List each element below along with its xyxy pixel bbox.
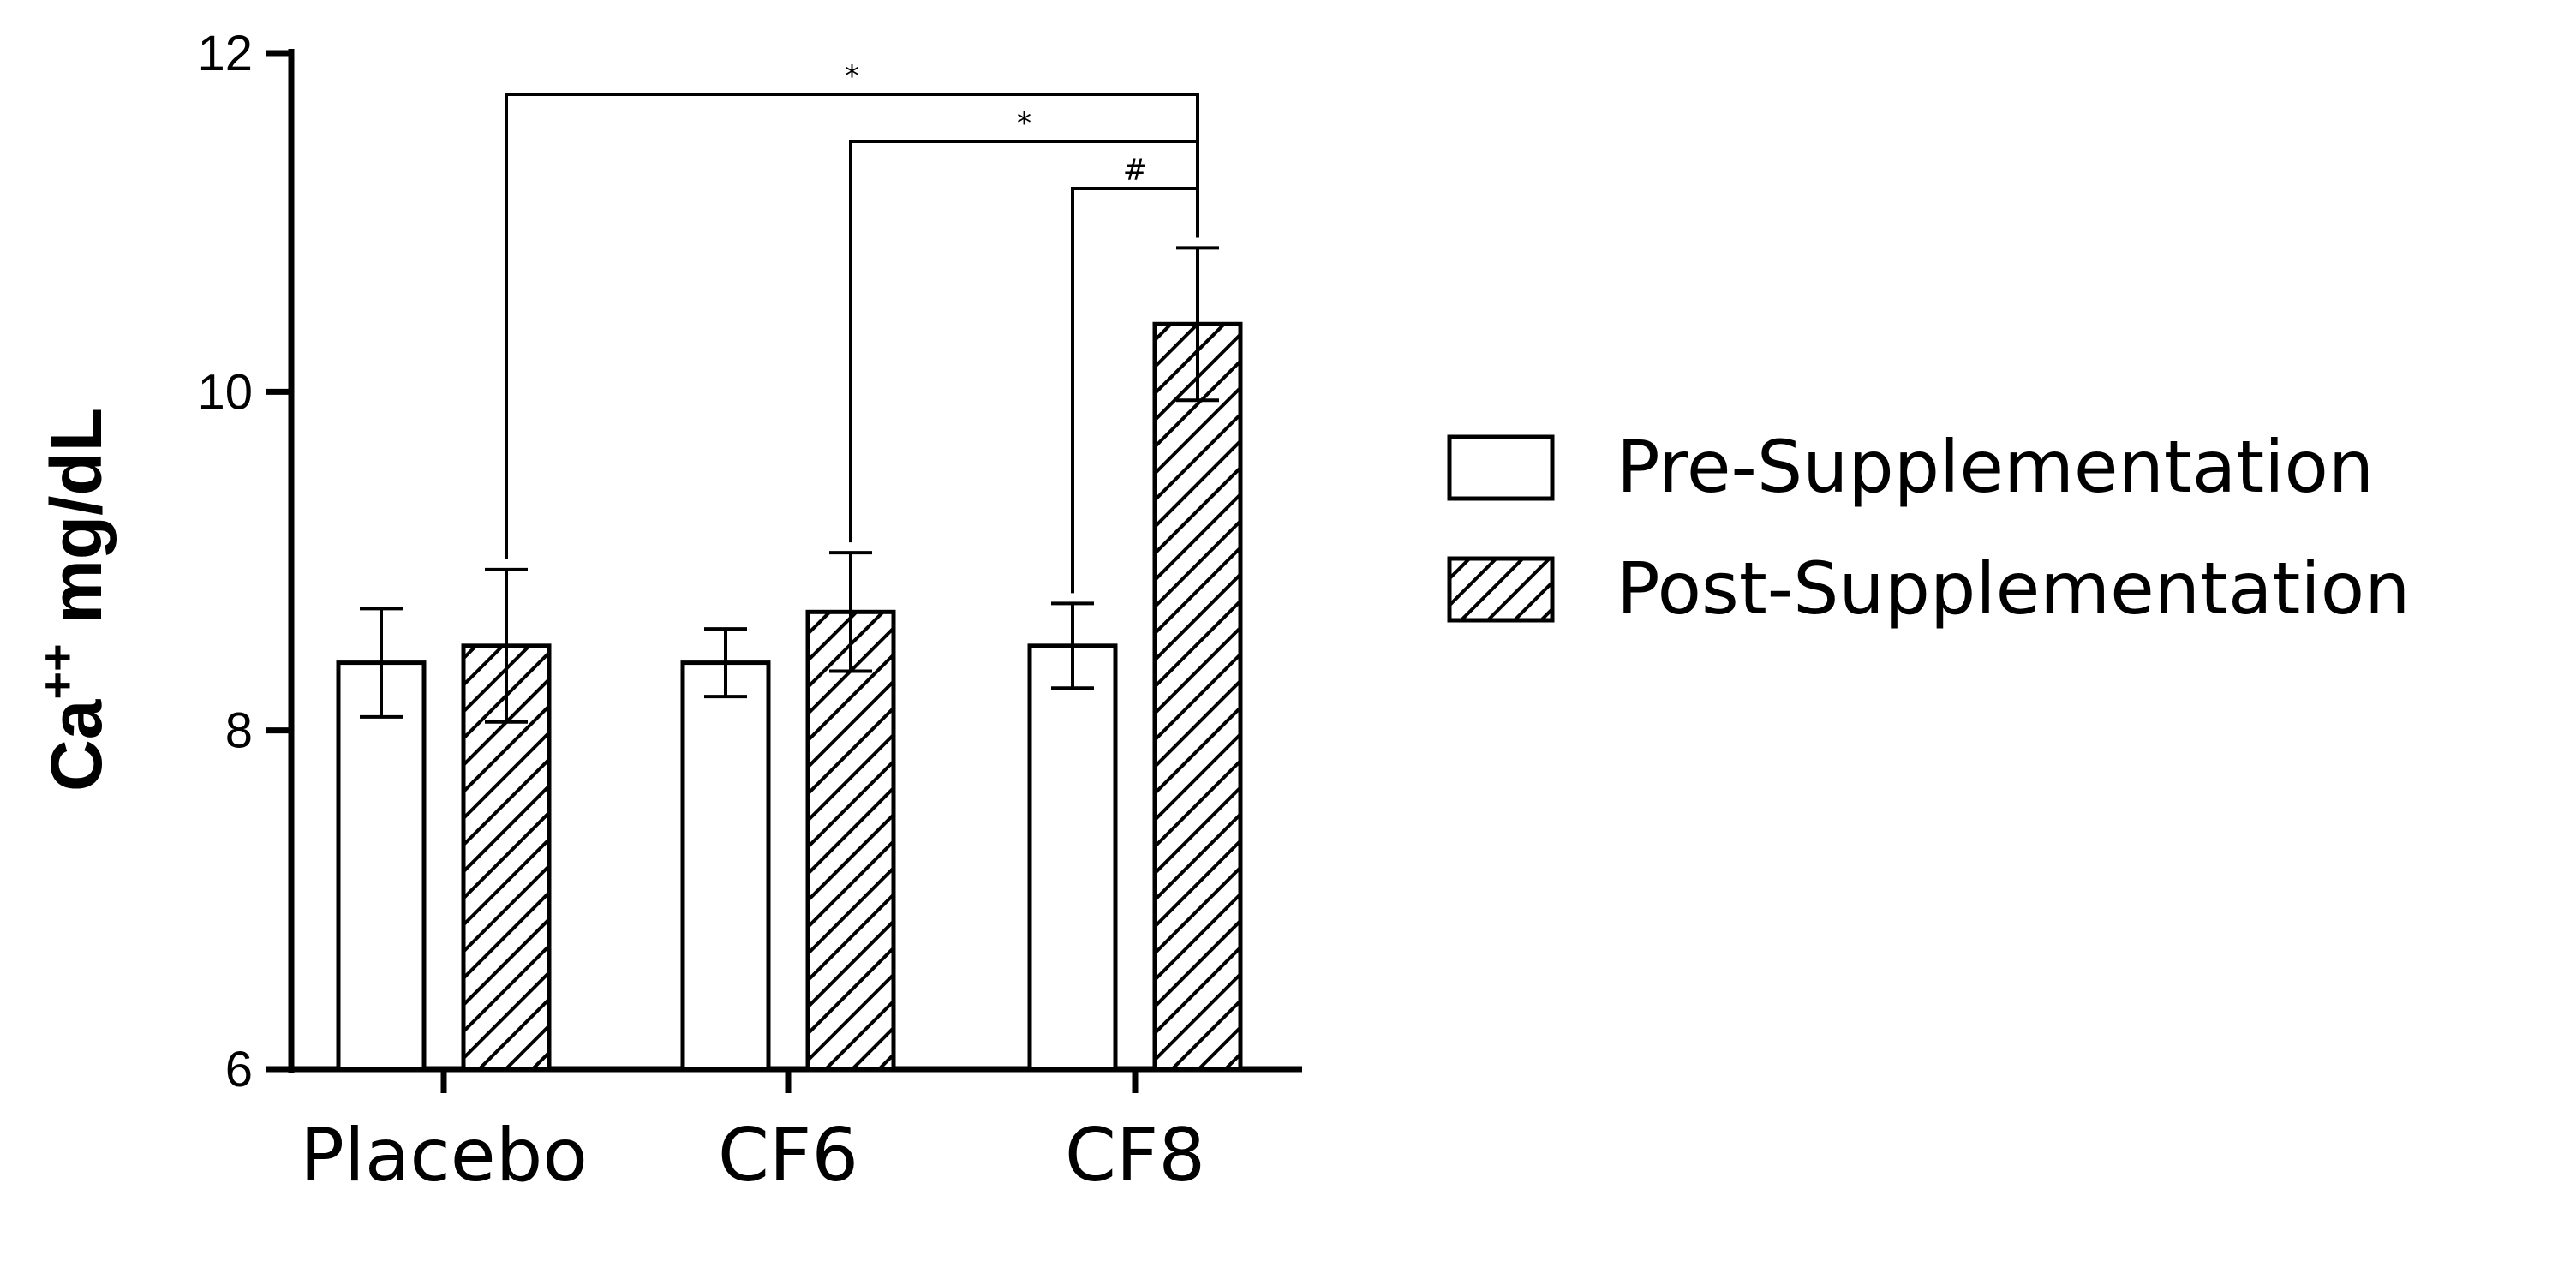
significance-label-1: *: [845, 59, 859, 93]
y-axis-label-superscript: ++: [30, 643, 84, 699]
legend-label-pre: Pre-Supplementation: [1617, 425, 2374, 509]
bar-pre-cf8: [1030, 646, 1115, 1069]
x-tick-label-cf8: CF8: [1065, 1113, 1205, 1198]
y-tick-label-10: 10: [197, 364, 253, 420]
bar-post-cf6: [808, 612, 894, 1069]
bar-pre-placebo: [338, 663, 424, 1069]
plot-area: 6 8 10 12 Placebo CF6 CF8 * * #: [197, 26, 1302, 1198]
legend: Pre-Supplementation Post-Supplementation: [1449, 425, 2410, 631]
x-tick-label-placebo: Placebo: [300, 1113, 588, 1198]
bar-post-cf8: [1155, 324, 1240, 1069]
significance-label-3: #: [1123, 153, 1148, 188]
x-tick-label-cf6: CF6: [718, 1113, 858, 1198]
legend-label-post: Post-Supplementation: [1617, 547, 2410, 631]
y-tick-label-8: 8: [225, 703, 253, 759]
significance-bracket-2: [851, 141, 1198, 542]
legend-swatch-pre: [1449, 437, 1552, 499]
bar-pre-cf6: [683, 663, 768, 1069]
y-axis-label-base: Ca: [36, 698, 117, 792]
y-axis-label: Ca++ mg/dL: [30, 408, 117, 792]
y-tick-label-6: 6: [225, 1042, 253, 1097]
y-axis-label-unit: mg/dL: [36, 408, 117, 643]
legend-swatch-post: [1449, 559, 1552, 620]
y-tick-label-12: 12: [197, 26, 253, 81]
significance-label-2: *: [1017, 106, 1031, 140]
